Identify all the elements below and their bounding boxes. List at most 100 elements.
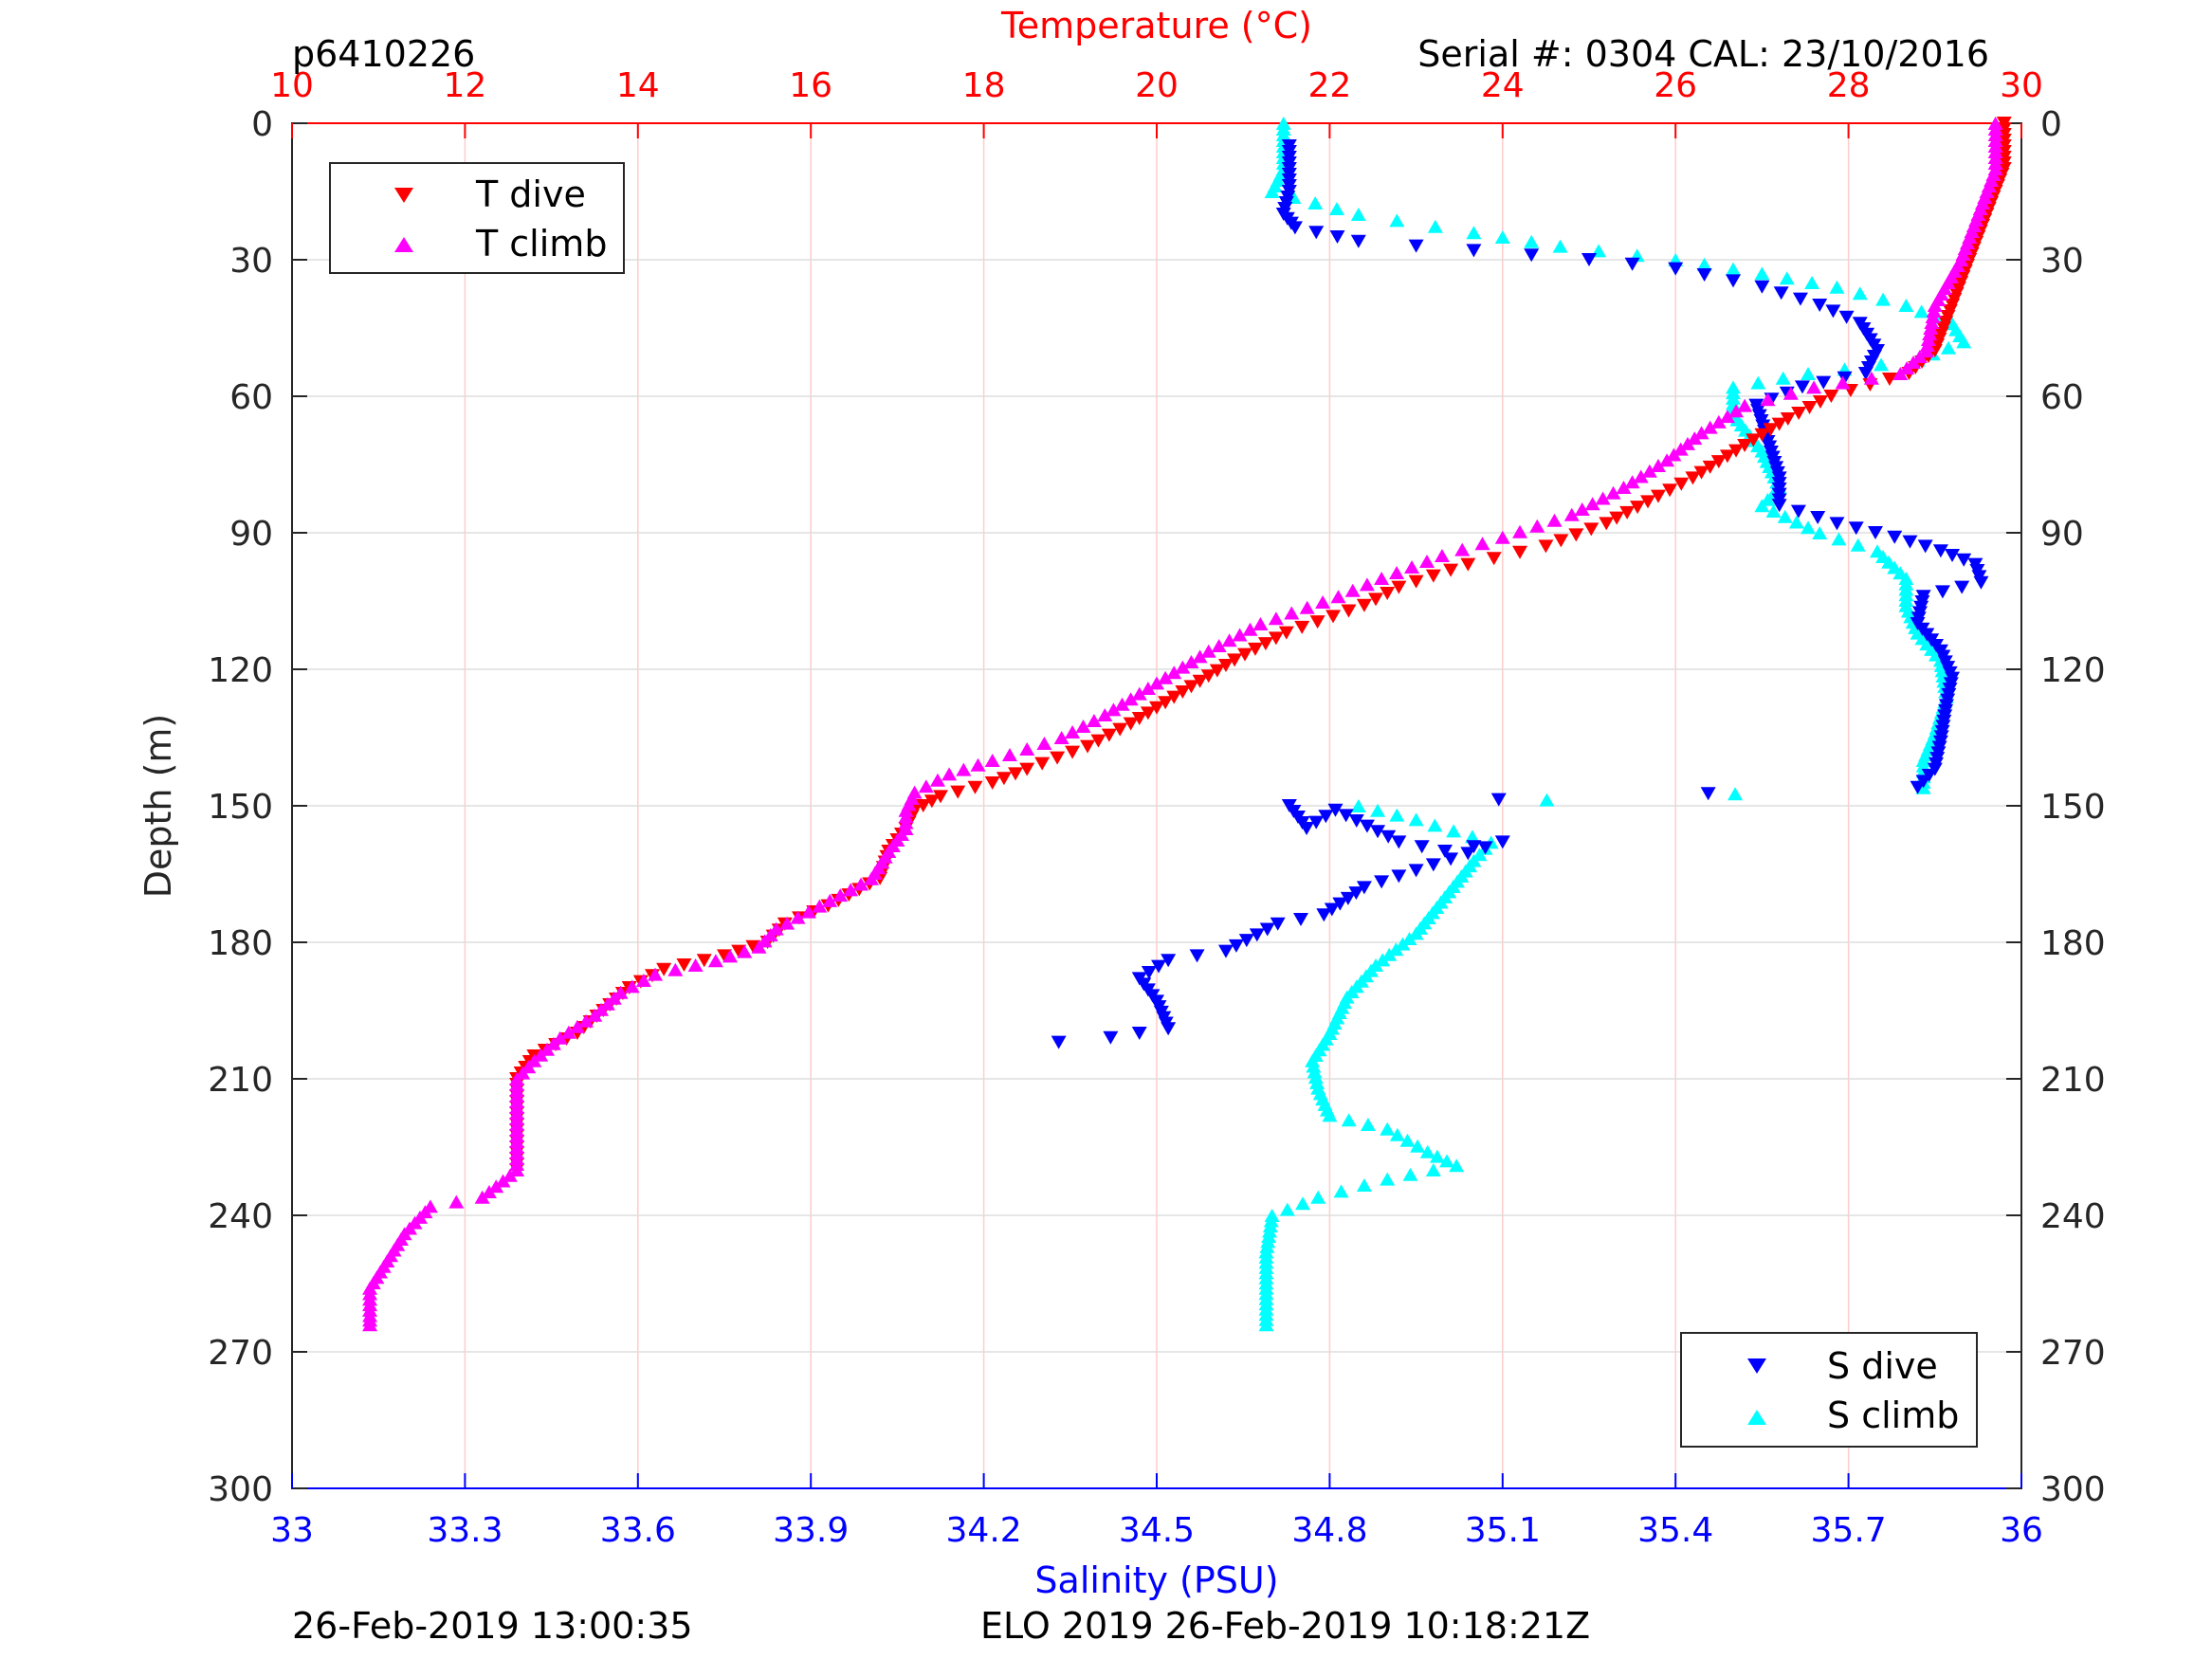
data-point xyxy=(1103,1030,1119,1045)
data-point xyxy=(1381,947,1398,961)
data-point xyxy=(1261,1229,1277,1243)
data-point xyxy=(1863,371,1879,385)
data-point xyxy=(648,967,664,981)
data-point xyxy=(495,1174,511,1188)
data-point xyxy=(1829,517,1845,531)
data-point xyxy=(1792,292,1808,306)
data-point xyxy=(1380,1172,1396,1186)
data-point xyxy=(1696,268,1712,282)
data-point xyxy=(1810,511,1826,524)
data-markers xyxy=(362,117,2012,1332)
data-point xyxy=(1524,248,1540,263)
data-point xyxy=(474,1190,490,1204)
data-point xyxy=(1763,423,1779,437)
data-point xyxy=(1925,310,1941,323)
data-point xyxy=(1956,335,1972,349)
data-point xyxy=(1408,864,1424,878)
data-point xyxy=(1791,407,1807,420)
data-point xyxy=(1192,649,1208,664)
data-point xyxy=(1616,481,1632,494)
data-point xyxy=(1200,644,1216,658)
data-point xyxy=(1264,1209,1280,1222)
data-point xyxy=(1356,598,1372,612)
data-point xyxy=(745,939,761,954)
salinity-tick-label: 33.9 xyxy=(773,1511,849,1550)
data-point xyxy=(509,1163,525,1176)
data-point xyxy=(1325,610,1342,624)
data-point xyxy=(1835,375,1851,390)
data-point xyxy=(1910,780,1926,794)
data-point xyxy=(1161,1022,1177,1036)
data-point xyxy=(635,974,651,987)
data-point xyxy=(1425,569,1441,583)
data-point xyxy=(1737,439,1753,452)
depth-tick-label-left: 270 xyxy=(208,1334,273,1373)
data-point xyxy=(1316,908,1332,922)
data-point xyxy=(1875,292,1892,306)
data-point xyxy=(1940,340,1956,355)
data-point xyxy=(1419,555,1435,568)
legend-salinity: S dive S climb xyxy=(1680,1332,1978,1448)
depth-tick-label-left: 210 xyxy=(208,1061,273,1100)
data-point xyxy=(1295,1196,1311,1211)
data-point xyxy=(1034,757,1051,771)
data-point xyxy=(1584,497,1600,511)
data-point xyxy=(1008,767,1024,781)
data-point xyxy=(1512,545,1528,559)
data-point xyxy=(1816,375,1832,390)
data-point xyxy=(1309,1075,1325,1089)
data-point xyxy=(1065,725,1081,738)
data-point xyxy=(1263,1213,1279,1228)
data-point xyxy=(1359,577,1375,592)
data-point xyxy=(779,916,795,930)
data-point xyxy=(1702,460,1718,474)
data-point xyxy=(1913,304,1929,319)
data-point xyxy=(923,794,940,809)
data-point xyxy=(1388,942,1404,957)
temperature-tick-label: 24 xyxy=(1481,66,1525,105)
data-point xyxy=(1754,280,1770,294)
series-t-climb xyxy=(362,117,2003,1332)
data-point xyxy=(1211,639,1227,653)
data-point xyxy=(1307,1070,1324,1085)
data-point xyxy=(1443,852,1459,866)
data-point xyxy=(539,1042,556,1056)
data-point xyxy=(1553,534,1569,548)
data-point xyxy=(1777,509,1793,523)
legend-s-dive-label: S dive xyxy=(1827,1345,1938,1387)
data-point xyxy=(1460,557,1476,572)
data-point xyxy=(1036,737,1052,750)
legend-s-climb-marker xyxy=(1747,1410,1766,1425)
data-point xyxy=(1874,357,1890,372)
data-point xyxy=(1494,230,1510,244)
data-point xyxy=(1259,1239,1275,1253)
data-point xyxy=(1258,1318,1274,1332)
data-point xyxy=(1344,583,1361,597)
data-point xyxy=(667,962,684,976)
data-point xyxy=(1539,793,1555,807)
data-point xyxy=(1308,815,1325,830)
data-point xyxy=(864,871,880,885)
salinity-tick-label: 33.6 xyxy=(600,1511,676,1550)
salinity-tick-label: 34.5 xyxy=(1119,1511,1195,1550)
data-point xyxy=(1097,708,1113,721)
data-point xyxy=(832,888,849,902)
data-point xyxy=(1624,475,1640,489)
glider-id-label: p6410226 xyxy=(292,33,475,75)
data-point xyxy=(1934,585,1950,599)
data-point xyxy=(594,1002,610,1016)
data-point xyxy=(1149,701,1164,715)
data-point xyxy=(1279,1202,1295,1216)
data-point xyxy=(1278,626,1294,640)
data-point xyxy=(1158,696,1174,710)
data-point xyxy=(1806,380,1822,394)
data-point xyxy=(1825,304,1841,319)
data-point xyxy=(1019,762,1035,776)
salinity-tick-label: 33 xyxy=(270,1511,314,1550)
data-point xyxy=(1228,939,1244,953)
data-point xyxy=(1696,257,1712,271)
data-point xyxy=(1782,386,1799,400)
data-point xyxy=(1687,431,1703,446)
